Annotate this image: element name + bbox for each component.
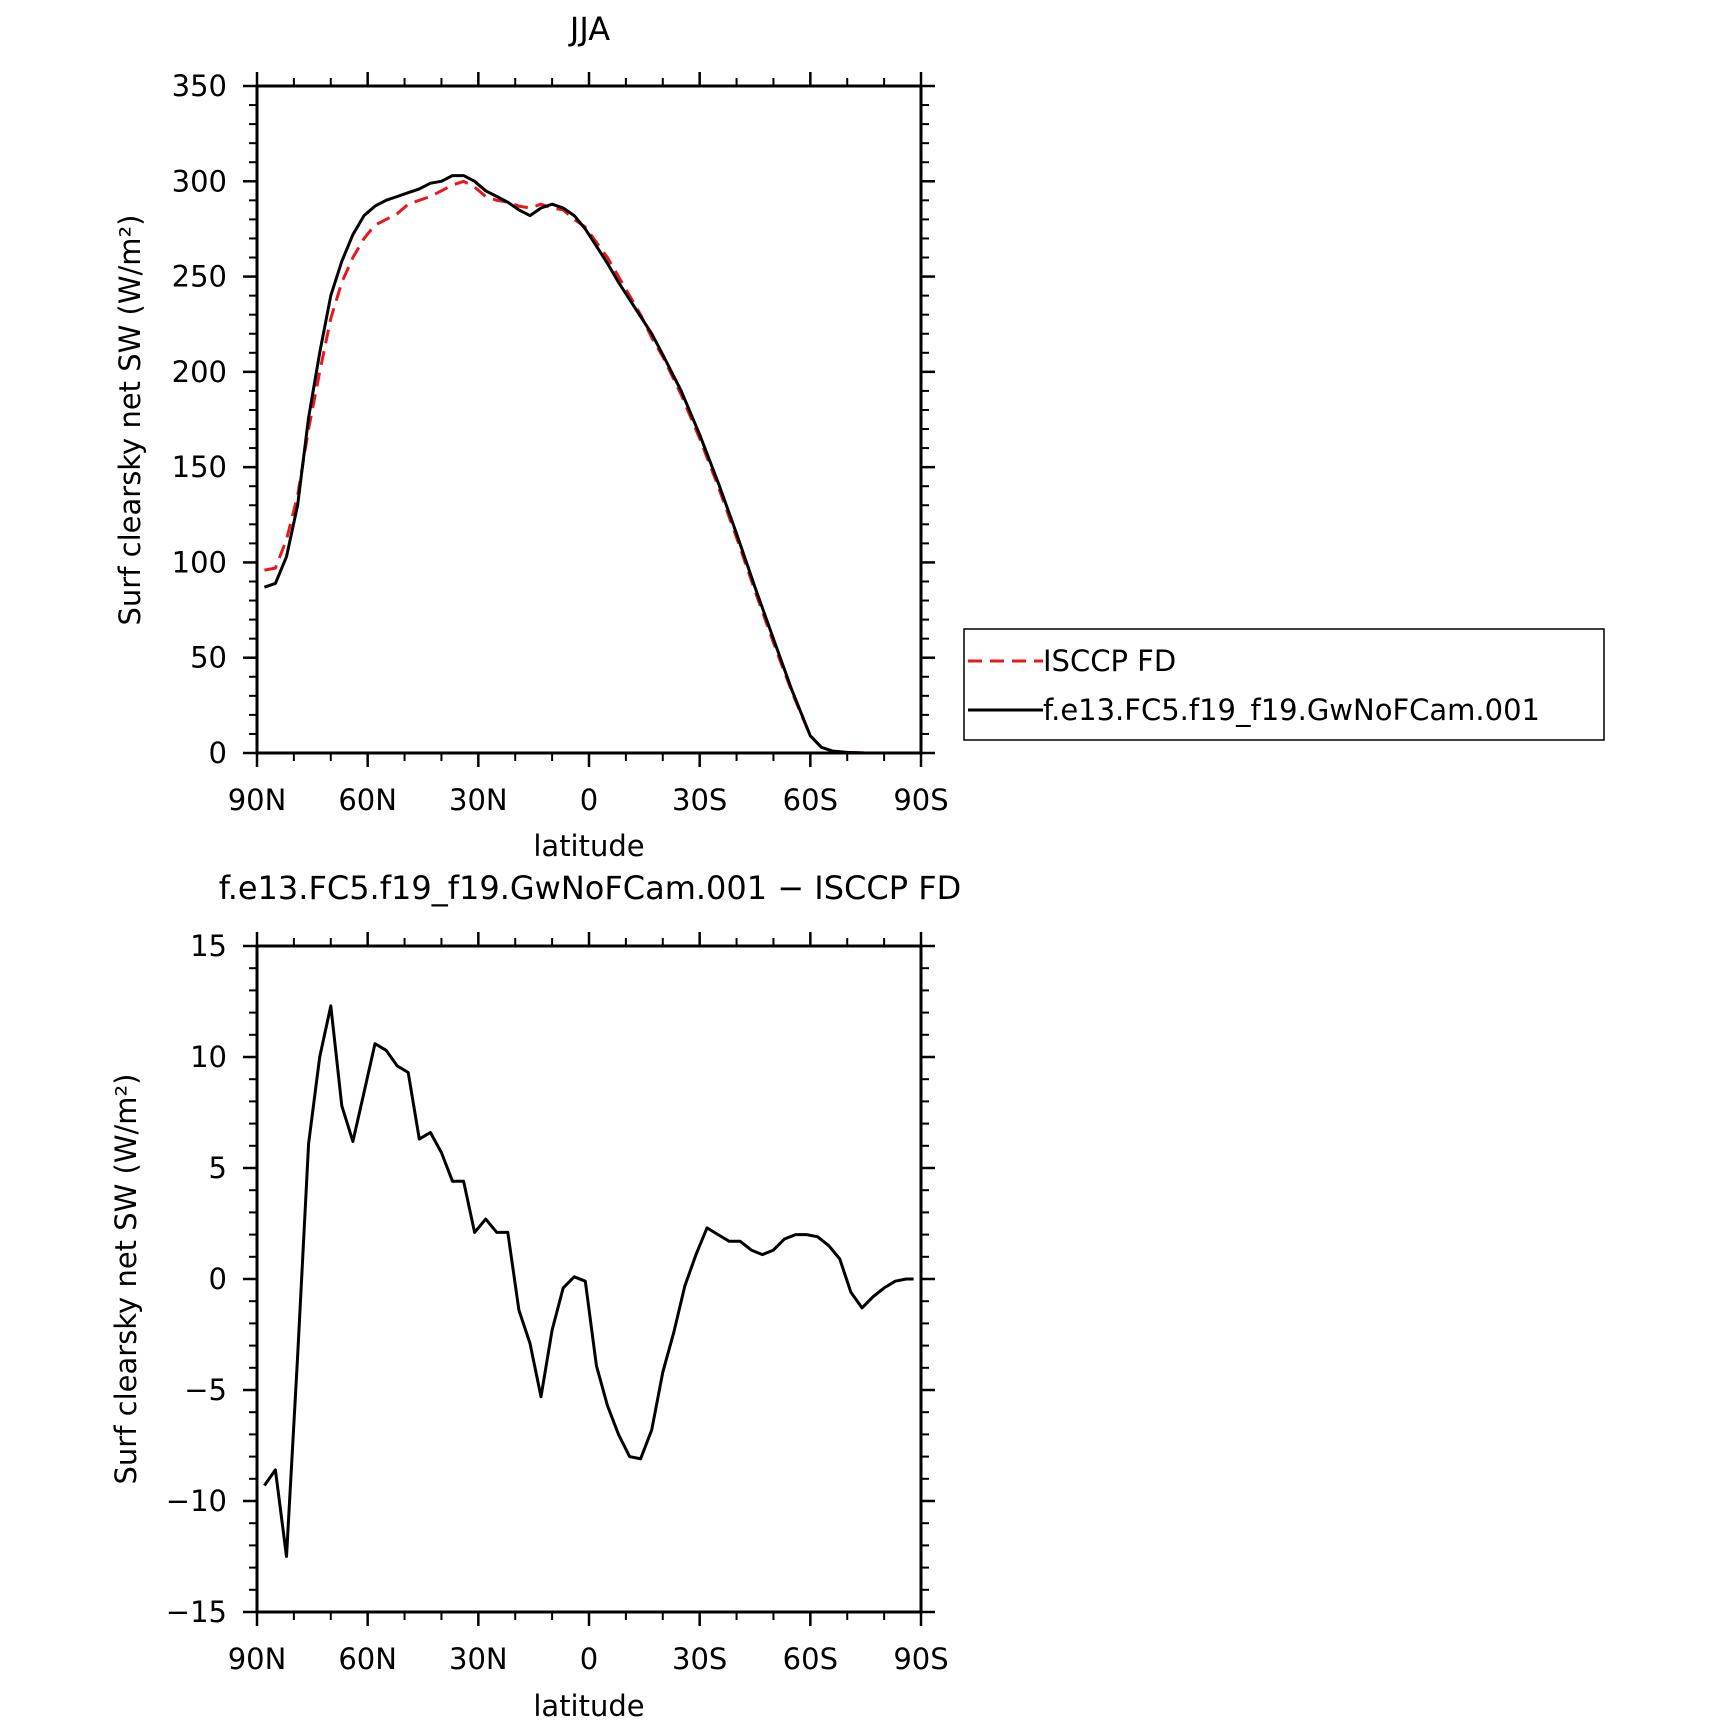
x-tick-label: 0 xyxy=(580,1642,598,1676)
y-tick-label: 0 xyxy=(209,736,227,770)
x-tick-label: 60N xyxy=(338,783,397,817)
y-tick-label: 350 xyxy=(172,69,227,103)
y-tick-label: −10 xyxy=(166,1484,227,1518)
y-tick-label: 10 xyxy=(190,1040,227,1074)
y-tick-label: 0 xyxy=(209,1262,227,1296)
top-x-axis-label: latitude xyxy=(533,829,644,863)
bottom-panel-series xyxy=(263,1004,914,1558)
x-tick-label: 60N xyxy=(338,1642,397,1676)
y-tick-label: 100 xyxy=(172,545,227,579)
top-plot-frame xyxy=(255,84,923,755)
y-tick-label: −15 xyxy=(166,1595,227,1629)
y-tick-label: 200 xyxy=(172,355,227,389)
legend-box xyxy=(963,628,1605,741)
x-tick-label: 90S xyxy=(893,1642,948,1676)
y-tick-label: −5 xyxy=(184,1373,227,1407)
top-panel-tick-labels: 90N 60N 30N 0 30S 60S 90S 0 50 100 150 200 250 300 350 xyxy=(172,69,949,817)
x-tick-label: 90N xyxy=(228,1642,287,1676)
x-tick-label: 60S xyxy=(783,783,838,817)
y-tick-label: 300 xyxy=(172,164,227,198)
y-tick-label: 150 xyxy=(172,450,227,484)
x-tick-label: 90N xyxy=(228,783,287,817)
y-tick-label: 5 xyxy=(209,1151,227,1185)
x-tick-label: 90S xyxy=(893,783,948,817)
bottom-y-axis-label: Surf clearsky net SW (W/m²) xyxy=(109,1074,143,1485)
x-tick-label: 30N xyxy=(449,783,508,817)
bottom-plot-frame xyxy=(255,944,923,1614)
y-tick-label: 50 xyxy=(190,641,227,675)
bottom-chart-title: f.e13.FC5.f19_f19.GwNoFCam.001 − ISCCP F… xyxy=(219,869,961,907)
legend: ISCCP FD f.e13.FC5.f19_f19.GwNoFCam.001 xyxy=(963,628,1605,741)
bottom-x-axis-label: latitude xyxy=(533,1689,644,1723)
top-panel-series xyxy=(263,174,914,755)
x-tick-label: 0 xyxy=(580,783,598,817)
f-e13-fc5-f19-f19-gwnofcam-001-line xyxy=(263,174,914,755)
legend-label-isccp-fd: ISCCP FD xyxy=(1043,644,1176,678)
top-panel: JJA 90N 60N 30N 0 30S 60S 90S 0 50 100 150 200 250 30… xyxy=(113,10,1605,863)
x-tick-label: 30S xyxy=(672,1642,727,1676)
y-tick-label: 15 xyxy=(190,929,227,963)
difference-line xyxy=(263,1004,914,1558)
x-tick-label: 30S xyxy=(672,783,727,817)
x-tick-label: 60S xyxy=(783,1642,838,1676)
y-tick-label: 250 xyxy=(172,260,227,294)
bottom-panel: f.e13.FC5.f19_f19.GwNoFCam.001 − ISCCP F… xyxy=(109,869,961,1723)
bottom-panel-tick-labels: 90N 60N 30N 0 30S 60S 90S −15 −10 −5 0 5 10 15 xyxy=(166,929,949,1676)
top-y-axis-label: Surf clearsky net SW (W/m²) xyxy=(113,215,147,626)
top-chart-title: JJA xyxy=(568,10,610,48)
legend-label-model: f.e13.FC5.f19_f19.GwNoFCam.001 xyxy=(1043,693,1540,727)
x-tick-label: 30N xyxy=(449,1642,508,1676)
